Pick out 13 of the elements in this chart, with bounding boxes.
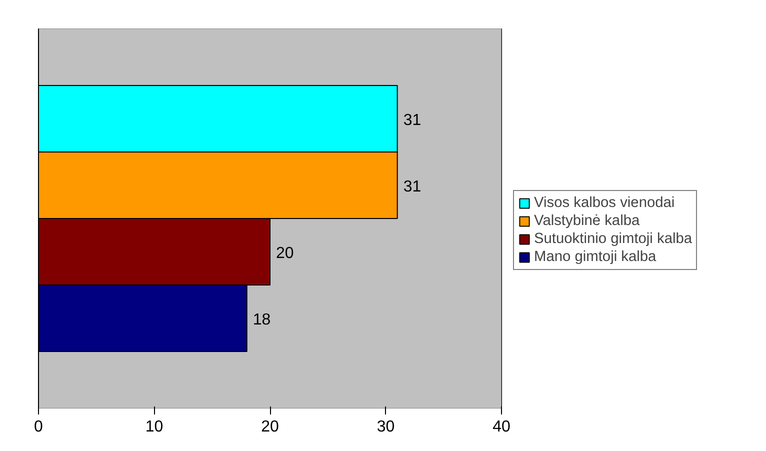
data-label: 20 bbox=[276, 244, 294, 262]
legend-label: Mano gimtoji kalba bbox=[534, 249, 656, 265]
legend-label: Visos kalbos vienodai bbox=[534, 195, 675, 211]
data-label: 18 bbox=[252, 311, 271, 328]
data-label: 31 bbox=[403, 178, 422, 196]
x-tick-label: 10 bbox=[145, 418, 164, 436]
legend-label: Valstybinė kalba bbox=[534, 213, 640, 229]
x-tick-label: 40 bbox=[492, 418, 510, 436]
x-tick-label: 20 bbox=[261, 418, 279, 436]
data-label: 31 bbox=[403, 112, 422, 129]
x-tick-label: 0 bbox=[34, 418, 44, 436]
x-tick-label: 30 bbox=[376, 418, 395, 436]
legend-label: Sutuoktinio gimtoji kalba bbox=[534, 231, 692, 247]
